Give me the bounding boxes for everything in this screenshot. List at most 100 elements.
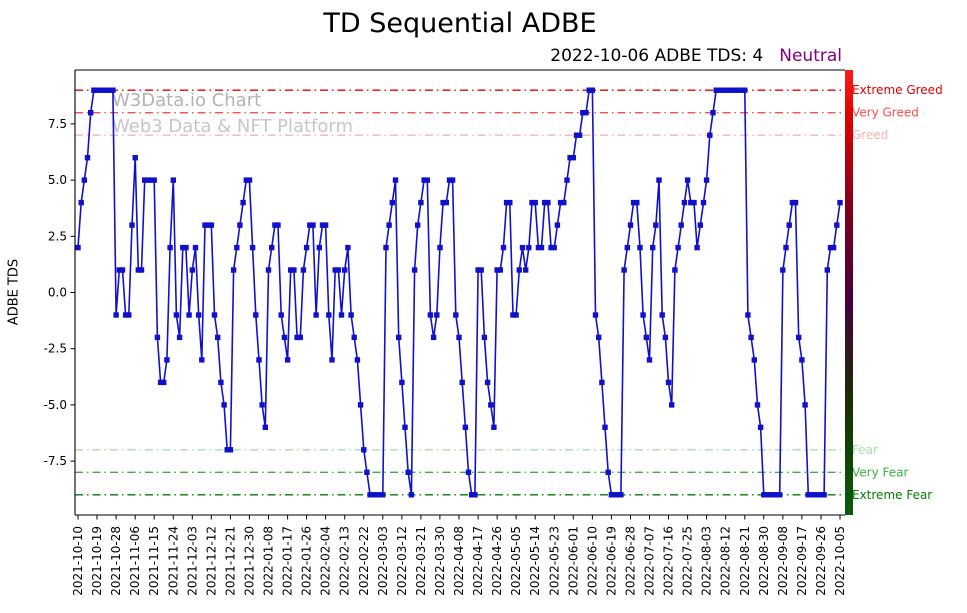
tds-marker	[272, 222, 278, 228]
tds-marker	[472, 492, 478, 498]
tds-marker	[475, 267, 481, 273]
tds-marker	[322, 222, 329, 228]
tds-marker	[624, 244, 630, 251]
tds-marker	[103, 87, 110, 93]
tds-marker	[484, 379, 491, 386]
tds-marker	[570, 155, 576, 161]
tds-marker	[119, 267, 126, 273]
tds-marker	[253, 312, 259, 318]
tds-marker	[602, 424, 608, 430]
x-tick-label: 2022-04-26	[490, 526, 504, 596]
tds-marker	[157, 379, 164, 386]
x-tick-label: 2022-06-01	[566, 526, 580, 596]
tds-marker	[256, 357, 262, 363]
tds-marker	[418, 199, 424, 206]
tds-marker	[621, 267, 627, 273]
y-tick-label: -2.5	[44, 342, 67, 356]
x-tick-label: 2022-06-10	[585, 526, 599, 596]
tds-marker	[770, 492, 776, 498]
tds-marker	[246, 177, 253, 183]
tds-marker	[818, 492, 824, 498]
tds-marker	[777, 492, 783, 498]
tds-marker	[630, 199, 637, 206]
tds-marker	[221, 402, 227, 408]
tds-marker	[551, 244, 557, 251]
x-tick-label: 2022-01-26	[300, 526, 314, 596]
tds-marker	[288, 267, 294, 273]
tds-marker	[278, 312, 284, 318]
x-tick-label: 2022-08-03	[700, 526, 714, 596]
tds-marker	[827, 244, 834, 251]
tds-marker	[218, 379, 224, 386]
tds-marker	[316, 244, 322, 251]
tds-marker	[503, 199, 510, 206]
x-tick-label: 2021-12-21	[223, 526, 237, 596]
tds-marker	[192, 244, 199, 251]
tds-marker	[643, 334, 649, 341]
tds-marker	[303, 244, 310, 251]
tds-marker	[703, 177, 710, 183]
tds-marker	[408, 492, 415, 498]
tds-marker	[710, 110, 716, 116]
sentiment-colorbar	[845, 70, 853, 515]
tds-marker	[757, 424, 764, 430]
tds-marker	[726, 87, 732, 93]
tds-marker	[392, 177, 399, 183]
tds-marker	[599, 379, 605, 386]
tds-marker	[411, 267, 418, 273]
tds-marker	[465, 469, 472, 475]
tds-marker	[634, 199, 640, 206]
tds-marker	[205, 222, 211, 228]
tds-marker	[640, 312, 646, 318]
tds-marker	[478, 267, 484, 273]
sentiment-status: Neutral	[779, 46, 842, 66]
x-tick-label: 2022-04-17	[471, 526, 485, 596]
tds-marker	[694, 244, 700, 251]
x-tick-label: 2022-05-05	[509, 526, 523, 596]
tds-marker	[780, 267, 786, 273]
x-tick-label: 2022-06-19	[604, 526, 618, 596]
tds-marker	[796, 334, 802, 341]
threshold-label-very-fear: Very Fear	[852, 465, 908, 479]
tds-marker	[307, 222, 313, 228]
tds-marker	[138, 267, 145, 273]
x-tick-label: 2022-07-25	[681, 526, 695, 596]
tds-marker	[815, 492, 821, 498]
tds-marker	[497, 267, 503, 273]
tds-marker	[405, 469, 411, 475]
tds-marker	[456, 334, 462, 341]
tds-marker	[310, 222, 316, 228]
tds-marker	[135, 267, 141, 273]
threshold-label-fear: Fear	[852, 443, 878, 457]
subtitle-date-tds: 2022-10-06 ADBE TDS: 4	[550, 46, 764, 66]
tds-marker	[386, 222, 392, 228]
tds-marker	[650, 244, 656, 251]
tds-marker	[808, 492, 815, 498]
tds-marker	[513, 312, 519, 318]
x-tick-label: 2021-10-19	[90, 526, 104, 596]
x-tick-label: 2022-03-12	[395, 526, 409, 596]
tds-marker	[249, 244, 256, 251]
tds-marker	[583, 110, 589, 116]
tds-marker	[576, 132, 583, 138]
tds-marker	[319, 222, 326, 228]
tds-marker	[367, 492, 373, 498]
tds-marker	[396, 334, 402, 341]
tds-marker	[716, 87, 722, 93]
tds-marker	[548, 244, 554, 251]
tds-marker	[373, 492, 380, 498]
tds-marker	[329, 357, 335, 363]
tds-marker	[681, 199, 688, 206]
tds-marker	[799, 357, 805, 363]
tds-marker	[189, 267, 195, 273]
x-tick-label: 2022-08-30	[757, 526, 771, 596]
tds-marker	[230, 267, 237, 273]
tds-marker	[446, 177, 453, 183]
tds-marker	[132, 155, 138, 161]
tds-marker	[675, 244, 681, 251]
tds-marker	[529, 199, 535, 206]
tds-marker	[110, 87, 116, 93]
x-tick-label: 2021-12-03	[185, 526, 199, 596]
tds-marker	[383, 244, 389, 251]
